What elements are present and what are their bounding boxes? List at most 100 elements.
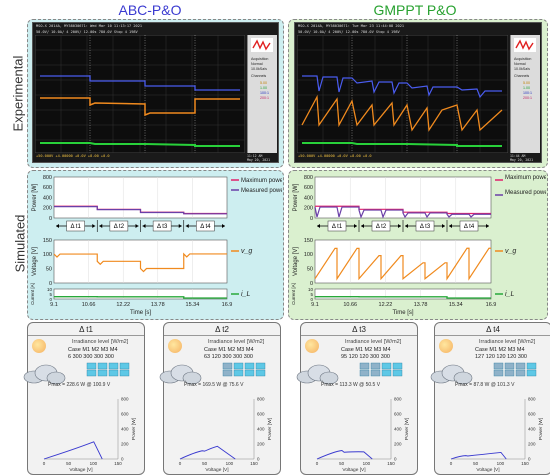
- scope-left-screen: [35, 35, 245, 153]
- curve-y-tick: 600: [528, 412, 536, 417]
- power-tick-label: 200: [43, 206, 52, 212]
- pv-curve-line: [316, 450, 373, 460]
- pmax-label: P̂max = 113.3 W @ 50.5 V: [321, 382, 381, 388]
- curve-x-tick: 50: [66, 461, 72, 466]
- measured-power-line: [54, 205, 227, 215]
- curve-x-tick: 150: [114, 461, 122, 466]
- scope-right-logo-icon: [514, 38, 536, 52]
- time-tick-label: 12.22: [379, 302, 393, 308]
- interval-box: [415, 220, 435, 232]
- sun-icon: [305, 339, 319, 353]
- pv-curve-line: [179, 445, 236, 460]
- scope-right-power-trace: [302, 75, 502, 99]
- card-divider: [28, 335, 144, 336]
- curve-y-label: Power [W]: [538, 418, 544, 440]
- interval-label: Δ t3: [157, 224, 168, 230]
- scope-right-sidebar: Acquisition Normal 10.0kSa/s Channels 5.…: [510, 35, 540, 153]
- simulated-row-label: Simulated: [12, 214, 28, 273]
- voltage-tick-label: 50: [46, 266, 52, 272]
- irradiance-header: Case M1 M2 M3 M4: [341, 347, 391, 353]
- voltage-tick-label: 100: [304, 252, 313, 258]
- power-tick-label: 600: [43, 185, 52, 191]
- pmax-label: P̂max = 169.5 W @ 75.6 V: [184, 382, 244, 388]
- time-tick-label: 9.1: [311, 302, 319, 308]
- legend-max-power: Maximum power: [241, 178, 282, 184]
- card-divider: [301, 335, 417, 336]
- interval-arrowhead: [361, 224, 364, 228]
- scope-left-scale: 50.0V/ 10.0A/ 4 200V/ 12.00s 780.0V Stop…: [36, 30, 138, 34]
- scope-right-ch4: 200:1: [523, 96, 532, 100]
- cloud-icon: [23, 364, 66, 385]
- curve-x-label: Voltage [V]: [476, 467, 499, 473]
- irradiance-values: 127 120 120 120 300: [475, 354, 527, 360]
- interval-arrowhead: [398, 224, 401, 228]
- time-tick-label: 12.22: [116, 302, 130, 308]
- interval-box: [459, 220, 479, 232]
- scope-left-sidebar: Acquisition Normal 10.0kSa/s Channels 5.…: [247, 35, 277, 153]
- curve-y-tick: 0: [121, 457, 124, 462]
- curve-x-tick: 100: [363, 461, 371, 466]
- interval-arrowhead: [99, 224, 103, 228]
- curve-x-tick: 150: [521, 461, 529, 466]
- scope-right-current-trace: [302, 142, 502, 147]
- power-tick-label: 400: [304, 195, 313, 201]
- pv-curve-line: [43, 441, 103, 460]
- power-tick-label: 400: [43, 195, 52, 201]
- scope-right-ch3: 100:1: [523, 91, 532, 95]
- time-axis-label: Time [s]: [130, 310, 151, 316]
- scope-right-timestamp: 11:44 AM May 20, 2021: [510, 154, 534, 162]
- interval-card-2: Δ t2 Irradiance level [W/m2] Case M1 M2 M3…: [159, 322, 281, 475]
- power-tick-label: 0: [49, 216, 52, 222]
- curve-y-tick: 200: [528, 442, 536, 447]
- interval-card-1: Δ t1 Irradiance level [W/m2] Case M1 M2 M3…: [23, 322, 145, 475]
- interval-label: Δ t1: [70, 224, 81, 230]
- interval-arrowhead: [92, 224, 96, 228]
- current-tick-label: 5: [49, 292, 52, 297]
- time-tick-label: 15.34: [449, 302, 463, 308]
- curve-x-tick: 100: [226, 461, 234, 466]
- curve-y-tick: 800: [394, 397, 402, 402]
- voltage-axis-label: Voltage [V]: [32, 247, 38, 276]
- interval-arrowhead: [142, 224, 146, 228]
- curve-y-tick: 200: [394, 442, 402, 447]
- current-line: [54, 296, 227, 299]
- irradiance-values: 6 300 300 300 300: [68, 354, 114, 360]
- curve-x-tick: 0: [179, 461, 182, 466]
- interval-arrowhead: [135, 224, 139, 228]
- irradiance-title: Irradiance level [W/m2]: [72, 339, 129, 345]
- scope-left-header: MSO-X 2014A, MY58030671: Wed Mar 10 11:1…: [36, 24, 143, 28]
- left-column-title: ABC-P&O: [118, 2, 182, 18]
- time-tick-label: 10.66: [343, 302, 357, 308]
- curve-y-tick: 200: [121, 442, 129, 447]
- interval-box: [327, 220, 347, 232]
- current-axis-label: Current [A]: [30, 283, 35, 305]
- cloud-icon: [430, 364, 473, 385]
- irradiance-title: Irradiance level [W/m2]: [479, 339, 536, 345]
- irradiance-title: Irradiance level [W/m2]: [208, 339, 265, 345]
- scope-right-menu-mode: Normal: [514, 62, 526, 66]
- curve-y-tick: 0: [257, 457, 260, 462]
- plot-frame: [53, 288, 228, 300]
- sun-icon: [168, 339, 182, 353]
- power-tick-label: 0: [310, 216, 313, 222]
- power-axis-label: Power [W]: [32, 183, 38, 211]
- pv-array-icon: [493, 362, 537, 377]
- scope-right-screen: [297, 35, 508, 153]
- curve-x-tick: 0: [450, 461, 453, 466]
- legend-il: i_L: [505, 291, 514, 298]
- current-axis-label: Current [A]: [291, 283, 296, 305]
- scope-left-voltage-trace: [40, 97, 240, 117]
- interval-box: [66, 220, 85, 232]
- scope-left-menu-acq: Acquisition: [251, 57, 269, 61]
- current-tick-label: 0: [49, 297, 52, 302]
- curve-y-label: Power [W]: [267, 418, 273, 440]
- power-tick-label: 800: [304, 175, 313, 181]
- time-tick-label: 10.66: [82, 302, 96, 308]
- time-tick-label: 9.1: [50, 302, 58, 308]
- interval-card-4: Δ t4 Irradiance level [W/m2] Case M1 M2 M3…: [430, 322, 550, 475]
- power-axis-label: Power [W]: [293, 183, 299, 211]
